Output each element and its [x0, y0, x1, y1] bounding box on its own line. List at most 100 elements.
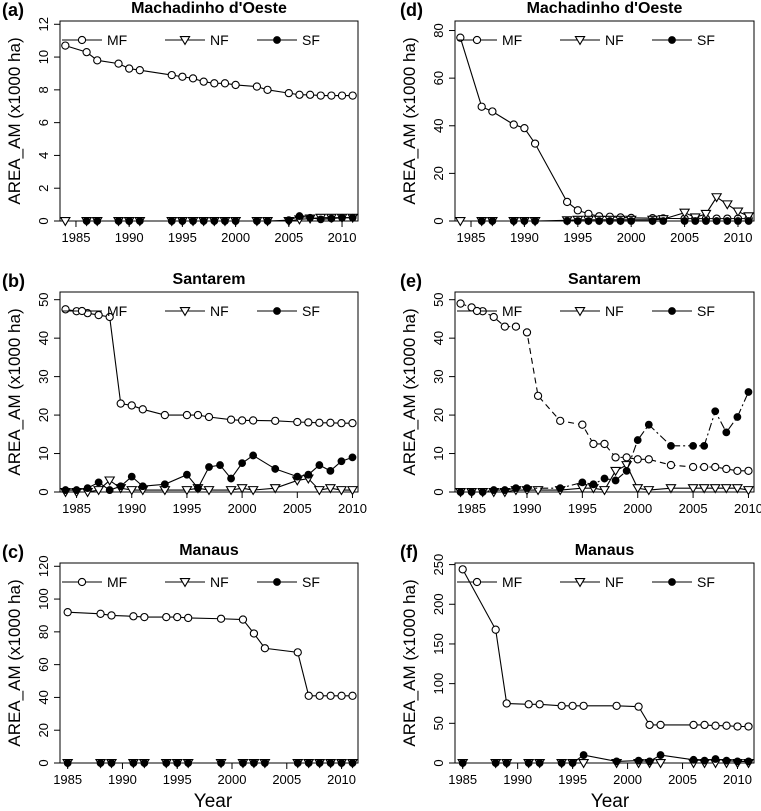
data-point	[563, 217, 572, 225]
x-tick-label: 1985	[62, 501, 91, 516]
data-point	[271, 416, 280, 425]
data-point	[579, 751, 588, 759]
legend-item-nf: NF	[560, 574, 624, 590]
data-point	[733, 413, 742, 421]
legend-marker	[77, 35, 87, 45]
data-point	[96, 759, 105, 767]
data-point	[680, 217, 689, 225]
data-point	[578, 478, 587, 487]
data-point	[83, 484, 92, 493]
data-point	[491, 759, 500, 767]
data-point	[744, 722, 753, 731]
legend-label: NF	[210, 303, 229, 319]
data-point	[326, 466, 335, 475]
data-point	[249, 451, 258, 460]
y-tick-label: 10	[36, 446, 51, 460]
data-point	[488, 217, 497, 225]
data-point	[105, 312, 114, 322]
data-point	[326, 759, 335, 767]
data-point	[520, 123, 529, 133]
data-point	[731, 484, 743, 494]
data-point	[644, 455, 653, 464]
data-point	[193, 410, 203, 420]
data-point	[723, 217, 732, 225]
x-tick-label: 1995	[172, 501, 201, 516]
series-sf	[477, 217, 753, 225]
data-point	[600, 439, 609, 449]
data-point	[557, 701, 566, 711]
legend-label: MF	[502, 32, 522, 48]
data-point	[702, 217, 710, 225]
legend-item-sf: SF	[652, 32, 715, 48]
x-tick-label: 2005	[274, 230, 303, 245]
data-point	[579, 701, 588, 711]
data-point	[216, 461, 224, 469]
data-point	[250, 759, 258, 767]
legend-marker	[179, 577, 191, 588]
y-tick-label: 20	[431, 166, 446, 180]
y-tick-label: 80	[431, 23, 446, 37]
legend-marker	[472, 35, 482, 45]
legend: MF NF SF	[62, 574, 320, 590]
data-point	[316, 215, 325, 224]
data-point	[61, 41, 70, 50]
legend-label: NF	[605, 303, 624, 319]
data-point	[744, 217, 753, 225]
panel-label: (a)	[2, 0, 24, 20]
data-point	[337, 759, 346, 767]
panel-title: Santarem	[173, 271, 246, 288]
data-point	[712, 217, 721, 225]
y-tick-label: 40	[36, 690, 51, 704]
data-point	[573, 206, 582, 215]
y-axis-label: AREA_AM (x1000 ha)	[400, 579, 419, 746]
plot-frame	[59, 20, 359, 222]
data-point	[348, 691, 357, 700]
data-point	[656, 751, 665, 759]
legend-marker	[574, 306, 586, 317]
plot-frame	[454, 562, 755, 764]
x-tick-label: 1990	[503, 772, 532, 787]
legend-marker	[179, 306, 191, 317]
data-point	[573, 217, 582, 225]
data-point	[348, 453, 357, 462]
data-point	[698, 484, 710, 494]
data-point	[700, 441, 709, 450]
data-point	[610, 466, 622, 477]
data-point	[666, 460, 676, 470]
data-point	[568, 701, 577, 711]
legend-label: SF	[697, 32, 715, 48]
x-tick-label: 2000	[228, 501, 257, 516]
legend: MF NF SF	[457, 32, 715, 48]
legend-label: SF	[697, 574, 715, 590]
data-point	[114, 217, 123, 225]
y-tick-label: 4	[36, 152, 51, 159]
data-point	[260, 759, 269, 767]
x-tick-label: 1985	[53, 772, 82, 787]
data-point	[524, 700, 533, 709]
x-tick-label: 2010	[734, 501, 761, 516]
series-mf	[61, 305, 357, 428]
legend-label: SF	[302, 574, 320, 590]
data-point	[162, 612, 171, 622]
data-point	[188, 74, 198, 83]
data-point	[611, 453, 620, 462]
panel-label: (d)	[400, 0, 423, 20]
x-tick-label: 2000	[221, 230, 250, 245]
data-point	[199, 77, 208, 86]
data-point	[744, 757, 753, 766]
y-tick-label: 120	[36, 555, 51, 577]
legend-label: NF	[210, 574, 229, 590]
data-point	[107, 611, 116, 620]
data-point	[709, 484, 721, 494]
data-point	[595, 217, 604, 225]
legend-item-mf: MF	[62, 32, 127, 48]
series-line	[65, 308, 353, 424]
x-tick-label: 1985	[457, 230, 486, 245]
y-tick-label: 0	[431, 217, 446, 224]
legend: MF NF SF	[62, 303, 320, 319]
x-tick-label: 1985	[448, 772, 477, 787]
data-point	[633, 455, 642, 464]
data-point	[733, 757, 742, 766]
y-tick-label: 20	[36, 723, 51, 737]
data-point	[140, 612, 149, 622]
